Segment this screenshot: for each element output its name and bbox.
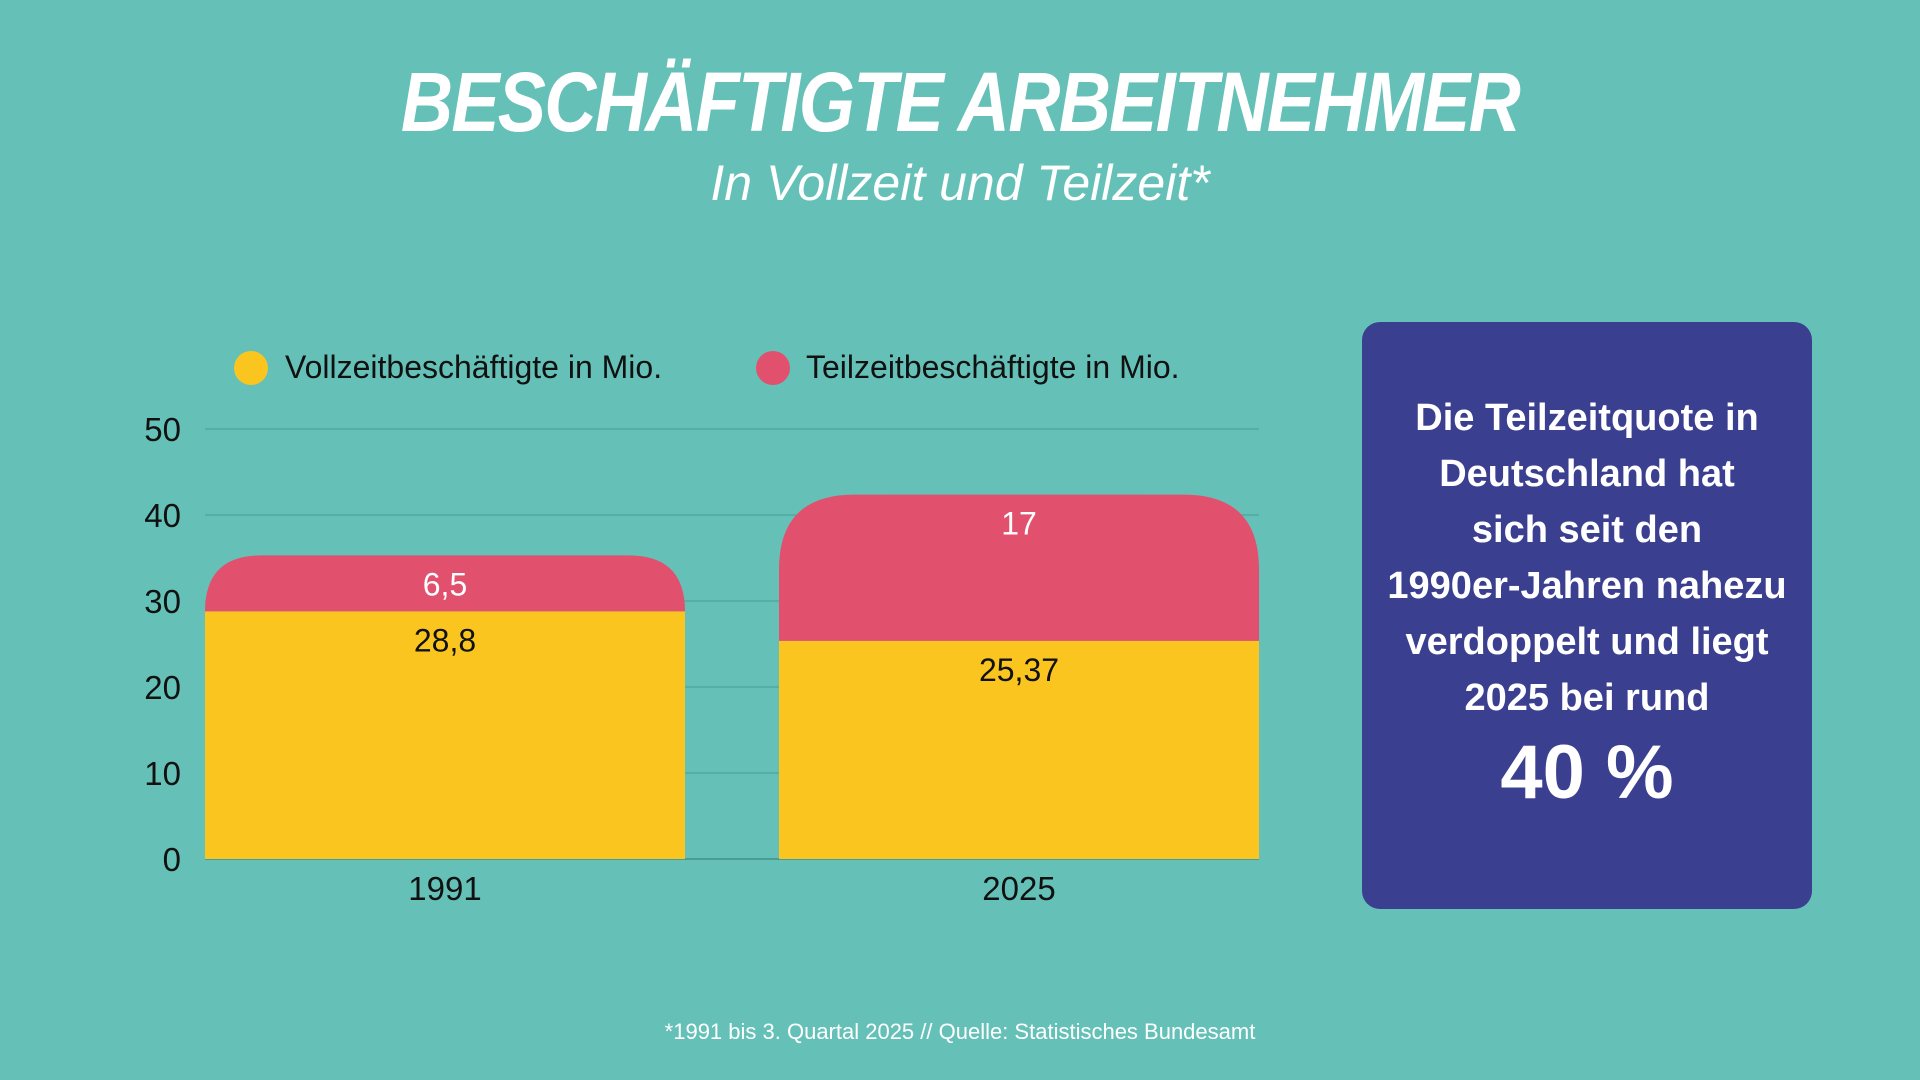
x-tick-label: 1991 (408, 870, 481, 907)
legend-label: Teilzeitbeschäftigte in Mio. (806, 349, 1180, 385)
y-tick-label: 20 (144, 669, 181, 706)
data-label: 17 (1001, 506, 1037, 542)
bar-segment (779, 494, 1259, 641)
stacked-bar-chart: 0 10 20 30 40 50 1991 2025 28,8 6,5 25,37 17 Vollz… (144, 349, 1259, 907)
info-line: Die Teilzeitquote in (1415, 397, 1759, 439)
info-line: 1990er-Jahren nahezu (1387, 565, 1787, 607)
y-tick-label: 10 (144, 755, 181, 792)
x-tick-label: 2025 (982, 870, 1055, 907)
info-line: verdoppelt und liegt (1405, 621, 1769, 663)
data-label: 25,37 (979, 652, 1059, 688)
bar-segment (205, 611, 685, 859)
y-tick-label: 50 (144, 411, 181, 448)
legend-marker (756, 351, 790, 385)
y-tick-label: 30 (144, 583, 181, 620)
y-tick-label: 40 (144, 497, 181, 534)
info-box: Die Teilzeitquote in Deutschland hat sic… (1362, 322, 1812, 909)
data-label: 28,8 (414, 622, 476, 658)
y-tick-label: 0 (163, 841, 181, 878)
footnote: *1991 bis 3. Quartal 2025 // Quelle: Sta… (664, 1019, 1256, 1044)
info-value: 40 % (1500, 730, 1674, 815)
chart-subtitle: In Vollzeit und Teilzeit* (710, 155, 1210, 211)
legend-label: Vollzeitbeschäftigte in Mio. (285, 349, 662, 385)
chart-title: BESCHÄFTIGTE ARBEITNEHMER (400, 55, 1521, 149)
info-text: Die Teilzeitquote in Deutschland hat sic… (1367, 390, 1807, 726)
info-line: sich seit den (1471, 509, 1703, 551)
legend-marker (234, 351, 268, 385)
info-line: 2025 bei rund (1464, 677, 1710, 719)
bar-segment (779, 640, 1259, 859)
bar-segment (205, 555, 685, 612)
data-label: 6,5 (423, 566, 467, 602)
info-line: Deutschland hat (1439, 453, 1735, 495)
